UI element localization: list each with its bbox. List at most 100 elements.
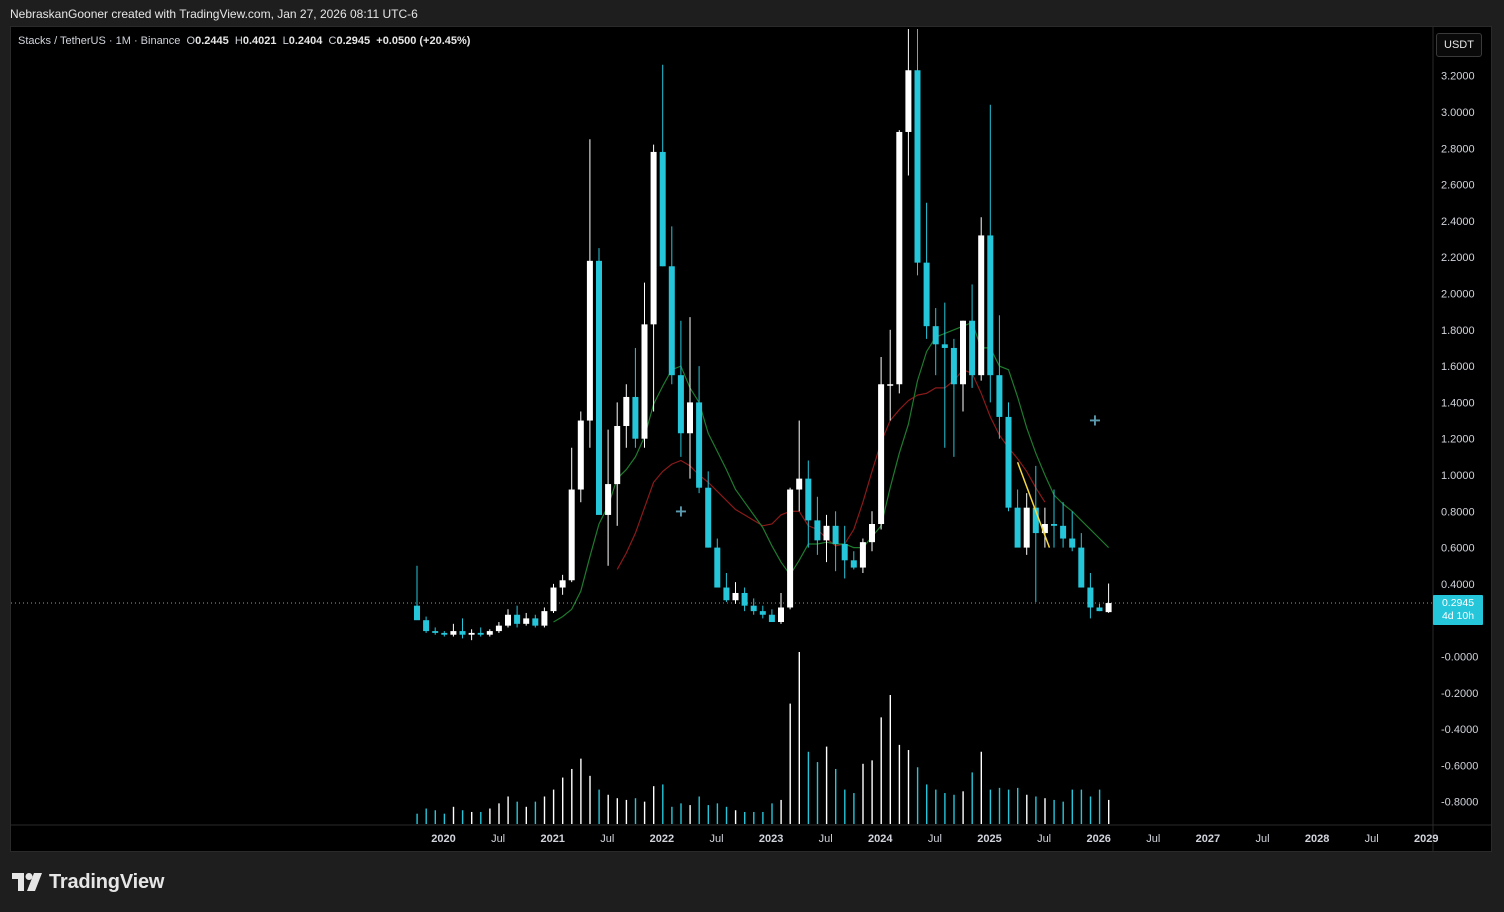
candle-body	[687, 402, 693, 434]
candle-body	[1105, 603, 1112, 613]
candle-body	[814, 520, 821, 541]
candle-body	[1014, 507, 1021, 548]
x-tick-label: 2025	[977, 833, 1001, 845]
y-tick-label: 1.2000	[1441, 434, 1475, 446]
volume-bar	[1026, 794, 1028, 824]
candle-body	[750, 605, 757, 612]
candle-body	[495, 625, 502, 632]
volume-bar	[944, 793, 946, 824]
y-tick-label: 1.0000	[1441, 470, 1475, 482]
candle-body	[414, 605, 420, 621]
candle-body	[423, 620, 430, 632]
candle-body	[505, 614, 511, 626]
volume-bar	[744, 811, 746, 824]
volume-bar	[534, 801, 537, 824]
volume-bar	[935, 789, 937, 824]
volume-bar	[1089, 796, 1092, 824]
candle-body	[1023, 507, 1030, 548]
volume-bar	[862, 763, 864, 824]
volume-bar	[998, 787, 1001, 824]
candle-body	[559, 580, 566, 588]
x-tick-label: Jul	[600, 833, 614, 845]
candle-body	[914, 70, 921, 263]
volume-bar	[425, 808, 427, 824]
candle-body	[768, 614, 775, 623]
volume-bar	[771, 803, 773, 824]
x-tick-label: 2021	[540, 833, 564, 845]
chart-credit: NebraskanGooner created with TradingView…	[10, 7, 418, 21]
volume-bar	[625, 799, 628, 824]
candle-body	[950, 347, 957, 385]
volume-bar	[853, 793, 855, 824]
y-tick-label: -0.0000	[1441, 652, 1478, 664]
y-tick-label: 0.4000	[1441, 579, 1475, 591]
chart-panel[interactable]: 3.2000 3.0000 2.8000 2.6000 2.4000 2.2000 2.00…	[10, 26, 1492, 852]
x-tick-label: 2022	[650, 833, 674, 845]
volume-bar	[653, 786, 655, 824]
x-tick-label: Jul	[1146, 833, 1160, 845]
y-tick-label: -0.4000	[1441, 724, 1478, 736]
candle-body	[441, 632, 448, 635]
candle-body	[778, 607, 784, 623]
candle-body	[459, 631, 466, 635]
candle-body	[969, 320, 976, 376]
volume-bar	[416, 813, 418, 824]
x-tick-label: Jul	[491, 833, 505, 845]
brand-name: TradingView	[49, 870, 165, 893]
candle-body	[787, 489, 794, 608]
volume-bar	[880, 717, 882, 824]
y-tick-label: 2.0000	[1441, 289, 1475, 301]
candle-body	[850, 560, 857, 568]
candle-body	[541, 611, 548, 626]
candle-body	[650, 151, 657, 325]
x-tick-label: 2028	[1305, 833, 1329, 845]
candle-body	[486, 631, 493, 635]
volume-bar	[589, 775, 591, 824]
volume-bar	[989, 789, 992, 824]
volume-bar	[1053, 799, 1055, 824]
volume-bar	[571, 768, 573, 824]
volume-bar	[698, 796, 700, 824]
bar-countdown: 4d 10h	[1441, 610, 1475, 622]
candle-body	[905, 70, 912, 132]
x-tick-label: Jul	[819, 833, 833, 845]
x-tick-label: 2024	[868, 833, 893, 845]
volume-bar	[1062, 801, 1064, 824]
x-tick-label: 2029	[1414, 833, 1438, 845]
candle-body	[1087, 587, 1094, 608]
x-tick-label: Jul	[1255, 833, 1269, 845]
volume-bar	[507, 796, 509, 824]
currency-button[interactable]: USDT	[1436, 33, 1482, 57]
x-tick-label: Jul	[1037, 833, 1051, 845]
y-tick-label: 1.4000	[1441, 397, 1475, 409]
candle-body	[887, 384, 894, 386]
candle-body	[723, 587, 730, 601]
candle-body	[1032, 507, 1039, 534]
volume-bar	[643, 801, 646, 824]
volume-bar	[671, 806, 673, 824]
volume-bar	[471, 811, 473, 824]
y-tick-label: 0.8000	[1441, 506, 1475, 518]
volume-bar	[789, 703, 791, 824]
y-tick-label: -0.2000	[1441, 688, 1478, 700]
volume-bar	[762, 811, 764, 824]
tradingview-logo[interactable]: TradingView	[12, 870, 164, 894]
candle-body	[759, 611, 766, 615]
last-price-tag: 0.2945 4d 10h	[1433, 595, 1483, 625]
candle-body	[841, 543, 848, 561]
volume-bar	[734, 810, 737, 824]
volume-bar	[689, 805, 691, 824]
candle-body	[832, 525, 839, 544]
candle-body	[805, 478, 812, 521]
volume-bar	[1098, 789, 1101, 824]
open-label: O	[186, 35, 196, 47]
y-tick-label: 2.2000	[1441, 252, 1475, 264]
candle-body	[523, 618, 530, 624]
price-chart[interactable]: 3.2000 3.0000 2.8000 2.6000 2.4000 2.2000 2.00…	[11, 27, 1491, 851]
volume-bar	[889, 695, 891, 824]
candle-body	[796, 478, 803, 490]
volume-bar	[480, 811, 482, 824]
volume-bar	[1007, 789, 1010, 824]
volume-bar	[962, 791, 964, 824]
candle-body	[996, 375, 1003, 417]
